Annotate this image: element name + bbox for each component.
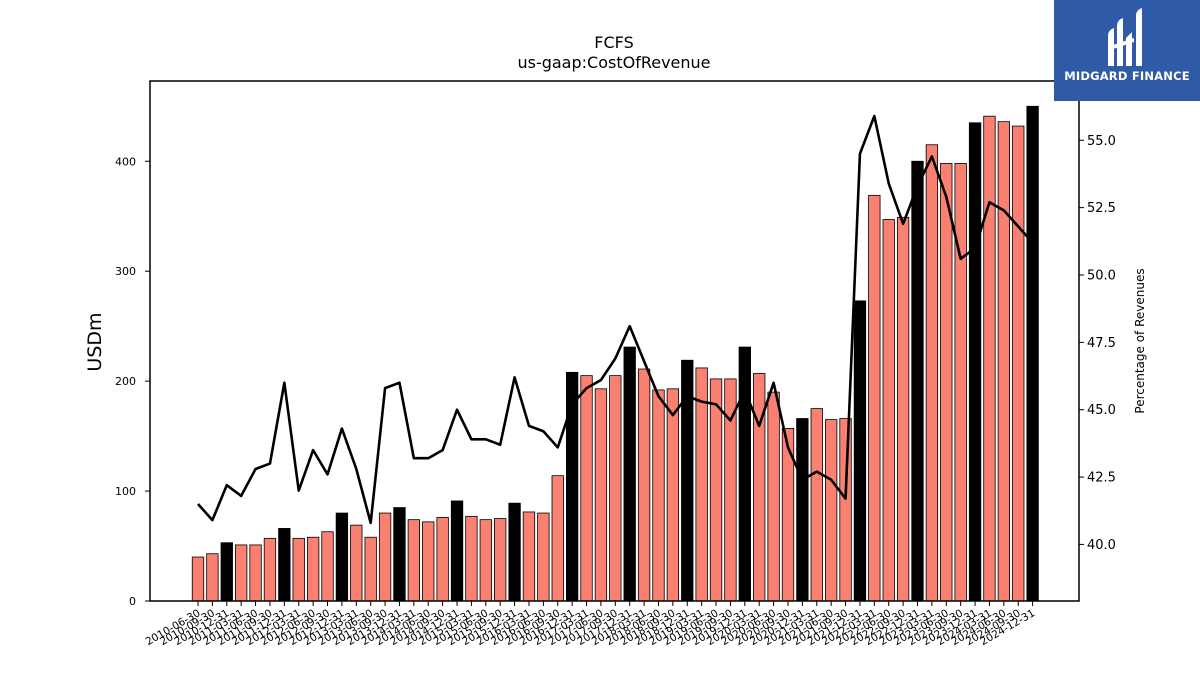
bar-2015-03-31: [465, 515, 478, 602]
bar-2023-12-31: [968, 122, 982, 602]
bar-2014-12-31: [450, 500, 464, 602]
bar-2022-06-30: [882, 219, 895, 602]
bar-series: [191, 105, 1039, 602]
bar-2019-12-31: [738, 346, 751, 602]
logo: MIDGARD FINANCE: [1054, 0, 1200, 101]
bar-2017-09-30: [609, 375, 622, 602]
logo-text: MIDGARD FINANCE: [1064, 69, 1190, 83]
bar-2011-06-30: [249, 544, 262, 602]
bar-2023-06-30: [940, 163, 953, 602]
bar-2024-06-30: [997, 121, 1010, 602]
bar-2021-12-31: [853, 300, 867, 602]
bar-2018-09-30: [666, 388, 680, 602]
y-right-tick-label-52.5: 52.5: [1087, 201, 1116, 216]
y-right-tick-label-47.5: 47.5: [1087, 336, 1116, 351]
bar-2013-12-31: [393, 507, 406, 602]
bar-2010-12-31: [220, 542, 233, 602]
bar-2022-03-31: [868, 194, 881, 602]
bar-2012-09-30: [321, 531, 334, 602]
bar-2015-09-30: [494, 518, 507, 602]
line-series: [197, 114, 1034, 525]
bar-2017-03-31: [580, 375, 593, 602]
bar-2021-06-30: [825, 419, 838, 602]
bar-2021-09-30: [839, 418, 852, 602]
logo-mark-icon: [1108, 8, 1142, 66]
bar-2016-03-31: [522, 511, 536, 602]
percentage-line: [197, 114, 1034, 525]
bar-2013-03-31: [350, 524, 363, 602]
y-axis-left-label: USDm: [84, 312, 106, 371]
plot-frame: [149, 80, 1080, 602]
y-left-tick-label-0: 0: [129, 595, 136, 608]
bar-2012-03-31: [292, 537, 305, 602]
bar-2010-09-30: [206, 553, 219, 602]
bar-2011-03-31: [235, 544, 248, 602]
bar-2021-03-31: [810, 408, 823, 602]
y-left-tick-label-100: 100: [115, 485, 136, 498]
y-right-tick-label-50: 50.0: [1087, 268, 1116, 283]
bar-2014-06-30: [422, 521, 435, 602]
y-right-tick-label-55: 55.0: [1087, 134, 1116, 149]
bar-2020-03-31: [753, 373, 766, 602]
bar-2020-06-30: [767, 391, 780, 602]
y-left-tick-label-300: 300: [115, 265, 136, 278]
bar-2024-09-30: [1012, 125, 1025, 602]
bar-2016-06-30: [537, 512, 550, 602]
bar-2024-12-31: [1026, 105, 1039, 602]
bar-2012-12-31: [335, 512, 349, 602]
bar-2014-03-31: [407, 519, 421, 602]
y-left-tick-label-400: 400: [115, 155, 136, 168]
bar-2023-03-31: [925, 144, 939, 602]
bar-2018-03-31: [637, 368, 651, 602]
bar-2014-09-30: [436, 517, 449, 602]
y-axis-right-label: Percentage of Revenues: [1133, 268, 1147, 413]
bar-2023-09-30: [954, 163, 967, 602]
bar-2022-09-30: [896, 216, 910, 602]
bar-2017-12-31: [623, 346, 636, 602]
bar-2018-06-30: [652, 389, 665, 602]
y-axis-right: 40.0 42.5 45.0 47.5 50.0 52.5 55.0: [1079, 134, 1116, 553]
bar-2024-03-31: [983, 115, 996, 602]
bar-2013-06-30: [364, 536, 377, 602]
bar-2019-06-30: [709, 378, 723, 602]
chart-subtitle: us-gaap:CostOfRevenue: [517, 53, 710, 72]
y-left-tick-label-200: 200: [115, 375, 136, 388]
y-axis-left: 0 100 200 300 400: [115, 155, 150, 608]
bar-2015-06-30: [479, 519, 492, 602]
bar-2015-12-31: [508, 502, 521, 602]
chart-title: FCFS: [594, 33, 633, 52]
bar-2012-06-30: [306, 536, 320, 602]
bar-2020-12-31: [796, 418, 809, 602]
bar-2013-09-30: [378, 512, 392, 602]
bar-2022-12-31: [911, 160, 924, 602]
y-right-tick-label-42.5: 42.5: [1087, 471, 1116, 486]
bar-2010-06-30: [191, 556, 205, 602]
bar-2017-06-30: [594, 388, 608, 602]
bar-2011-09-30: [263, 537, 277, 602]
bar-2016-09-30: [551, 475, 564, 602]
y-right-tick-label-40: 40.0: [1087, 538, 1116, 553]
bar-2011-12-31: [278, 528, 291, 602]
y-right-tick-label-45: 45.0: [1087, 403, 1116, 418]
x-axis: 2010-06-302010-09-302010-12-312011-03-31…: [144, 601, 1037, 648]
